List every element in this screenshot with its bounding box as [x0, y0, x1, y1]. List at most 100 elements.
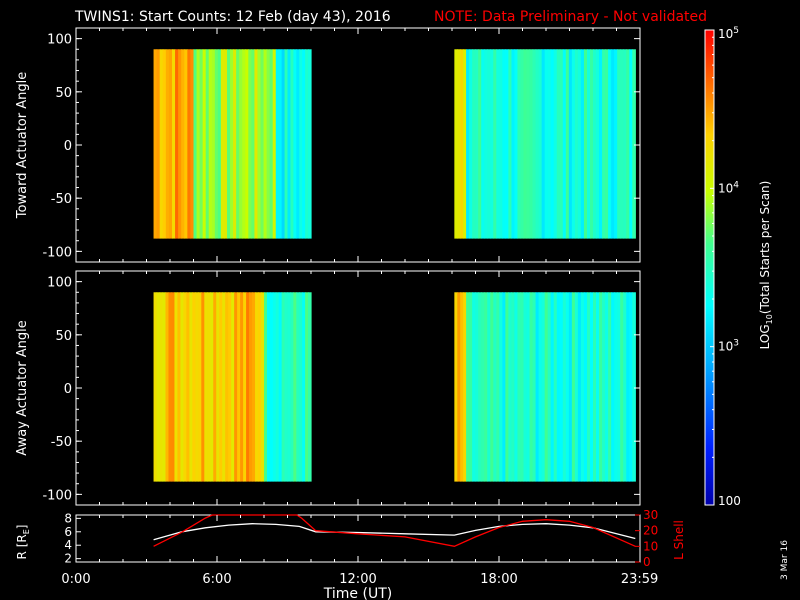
away-heatmap-column — [529, 292, 534, 482]
away-heatmap-column — [586, 292, 591, 482]
away-heatmap-column — [174, 292, 179, 482]
toward-heatmap-column — [499, 49, 503, 239]
toward-heatmap-column — [460, 49, 464, 239]
away-heatmap-column — [305, 292, 309, 482]
away-heatmap-column — [602, 292, 606, 482]
away-heatmap-column — [275, 292, 280, 482]
away-heatmap-column — [308, 292, 312, 482]
away-heatmap-column — [183, 292, 187, 482]
away-heatmap-column — [225, 292, 229, 482]
away-heatmap-column — [623, 292, 627, 482]
toward-heatmap-column — [611, 49, 615, 239]
toward-heatmap-column — [571, 49, 576, 239]
away-heatmap-column — [502, 292, 506, 482]
toward-heatmap-column — [193, 49, 198, 239]
orbit-xtick-label: 12:00 — [339, 572, 376, 587]
toward-heatmap-column — [589, 49, 594, 239]
away-heatmap-column — [284, 292, 289, 482]
toward-heatmap-column — [251, 49, 256, 239]
away-heatmap-column — [505, 292, 509, 482]
away-heatmap-column — [472, 292, 476, 482]
away-heatmap-column — [596, 292, 600, 482]
away-heatmap-column — [240, 292, 244, 482]
away-heatmap-column — [228, 292, 232, 482]
away-heatmap-column — [162, 292, 167, 482]
toward-heatmap-column — [208, 49, 213, 239]
toward-heatmap-column — [508, 49, 513, 239]
lshell-series-line — [153, 514, 636, 547]
away-heatmap-column — [216, 292, 220, 482]
away-heatmap-column — [632, 292, 636, 482]
toward-heatmap-column — [517, 49, 522, 239]
colorbar-gradient — [705, 30, 714, 505]
toward-heatmap-column — [257, 49, 262, 239]
toward-heatmap-column — [171, 49, 176, 239]
toward-heatmap-column — [608, 49, 612, 239]
away-heatmap-column — [565, 292, 570, 482]
away-heatmap-column — [278, 292, 283, 482]
toward-heatmap-column — [496, 49, 500, 239]
toward-heatmap-column — [223, 49, 228, 239]
away-heatmap-column — [249, 292, 253, 482]
toward-ylabel: Toward Actuator Angle — [15, 72, 30, 219]
away-heatmap-column — [189, 292, 193, 482]
orbit-xtick-label: 23:59 — [621, 572, 658, 587]
away-heatmap-column — [580, 292, 585, 482]
toward-heatmap-column — [596, 49, 600, 239]
colorbar-tick-label: 103 — [718, 339, 739, 354]
toward-heatmap-column — [299, 49, 303, 239]
toward-heatmap-column — [156, 49, 161, 239]
away-heatmap-column — [207, 292, 211, 482]
away-ytick-label: -100 — [42, 488, 72, 503]
toward-heatmap-column — [629, 49, 633, 239]
away-ytick-label: -50 — [51, 435, 72, 450]
toward-heatmap-column — [632, 49, 636, 239]
away-heatmap-column — [272, 292, 277, 482]
away-heatmap-column — [508, 292, 513, 482]
away-heatmap-column — [629, 292, 633, 482]
toward-heatmap-column — [233, 49, 237, 239]
away-heatmap-column — [617, 292, 621, 482]
toward-heatmap-column — [239, 49, 243, 239]
away-heatmap-column — [556, 292, 561, 482]
away-heatmap-column — [520, 292, 525, 482]
away-heatmap-column — [192, 292, 196, 482]
toward-heatmap-column — [168, 49, 173, 239]
orbit-ytick-label: 6 — [64, 525, 72, 539]
toward-heatmap-column — [153, 49, 158, 239]
toward-heatmap-column — [196, 49, 201, 239]
toward-heatmap-column — [165, 49, 170, 239]
colorbar: 100 103 104 105 — [704, 26, 741, 508]
away-heatmap-column — [165, 292, 170, 482]
away-heatmap-column — [526, 292, 531, 482]
toward-heatmap-column — [614, 49, 618, 239]
toward-heatmap-column — [532, 49, 537, 239]
toward-heatmap-column — [493, 49, 497, 239]
toward-heatmap-column — [202, 49, 207, 239]
away-heatmap-column — [204, 292, 208, 482]
toward-heatmap-column — [457, 49, 461, 239]
toward-heatmap-column — [505, 49, 509, 239]
away-heatmap-column — [246, 292, 250, 482]
orbit-ytick-label: 4 — [64, 538, 72, 552]
away-heatmap-column — [296, 292, 300, 482]
toward-heatmap-column — [214, 49, 219, 239]
toward-heatmap-column — [187, 49, 192, 239]
toward-heatmap-column — [599, 49, 603, 239]
toward-heatmap-column — [245, 49, 249, 239]
toward-heatmap-column — [263, 49, 268, 239]
away-heatmap-column — [574, 292, 579, 482]
toward-heatmap-column — [260, 49, 265, 239]
orbit-y2tick-label: 20 — [643, 524, 658, 538]
toward-heatmap-column — [580, 49, 585, 239]
orbit-xtick-label: 0:00 — [61, 572, 90, 587]
toward-heatmap-column — [565, 49, 570, 239]
toward-heatmap-column — [553, 49, 558, 239]
toward-heatmap-panel: 100 50 0 -50 -100 — [42, 28, 641, 262]
away-heatmap-column — [544, 292, 549, 482]
toward-heatmap-column — [454, 49, 458, 239]
colorbar-tick-label: 104 — [718, 180, 739, 195]
toward-heatmap-column — [199, 49, 204, 239]
away-heatmap-column — [593, 292, 597, 482]
